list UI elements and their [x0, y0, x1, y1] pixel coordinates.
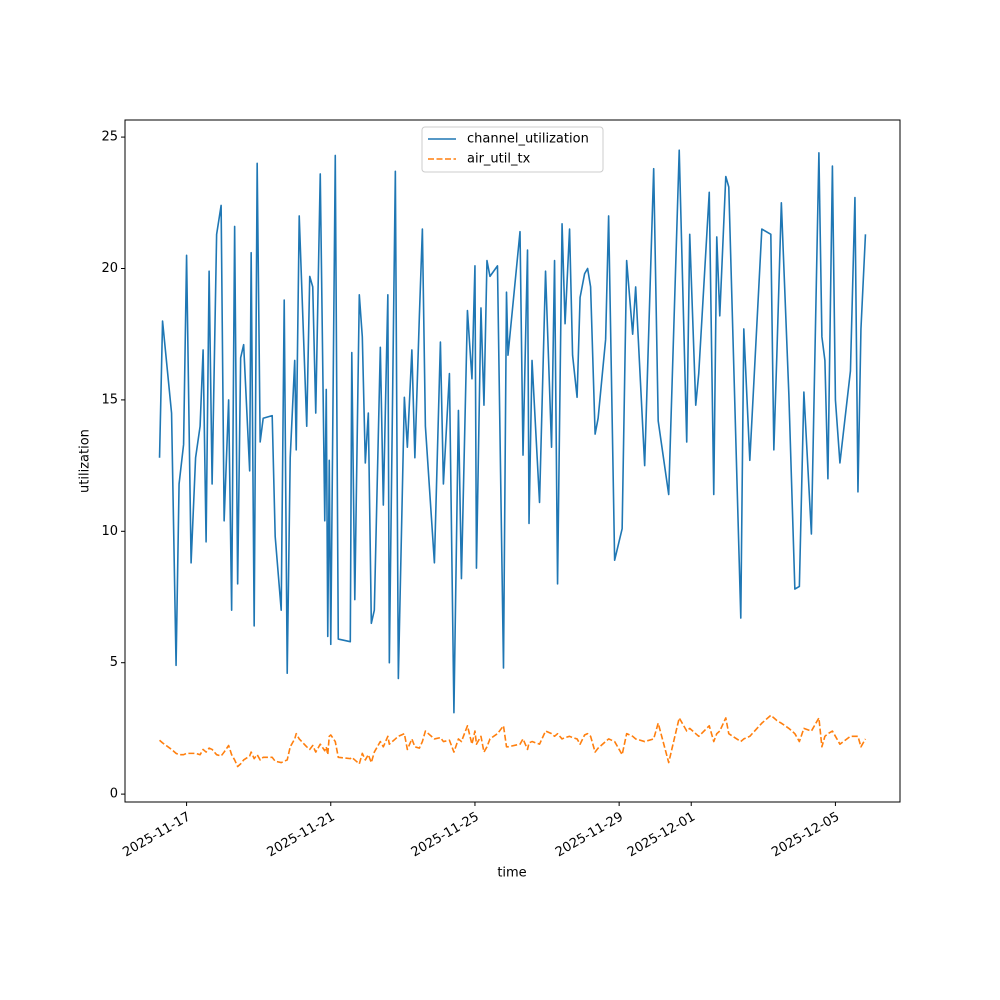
legend-box	[421, 126, 604, 173]
y-tick-label: 20	[101, 261, 118, 276]
plot-frame	[124, 119, 901, 803]
y-tick-label: 10	[101, 524, 118, 539]
x-axis-label: time	[497, 866, 526, 881]
legend-label: air_util_tx	[467, 152, 531, 167]
y-axis-label: utilization	[78, 429, 93, 493]
y-tick-label: 25	[101, 130, 118, 145]
y-tick-label: 15	[101, 392, 118, 407]
y-tick-label: 5	[110, 655, 118, 670]
y-tick-label: 0	[110, 787, 118, 802]
legend-label: channel_utilization	[467, 132, 589, 147]
series-line	[158, 149, 867, 714]
series-line	[159, 714, 867, 768]
